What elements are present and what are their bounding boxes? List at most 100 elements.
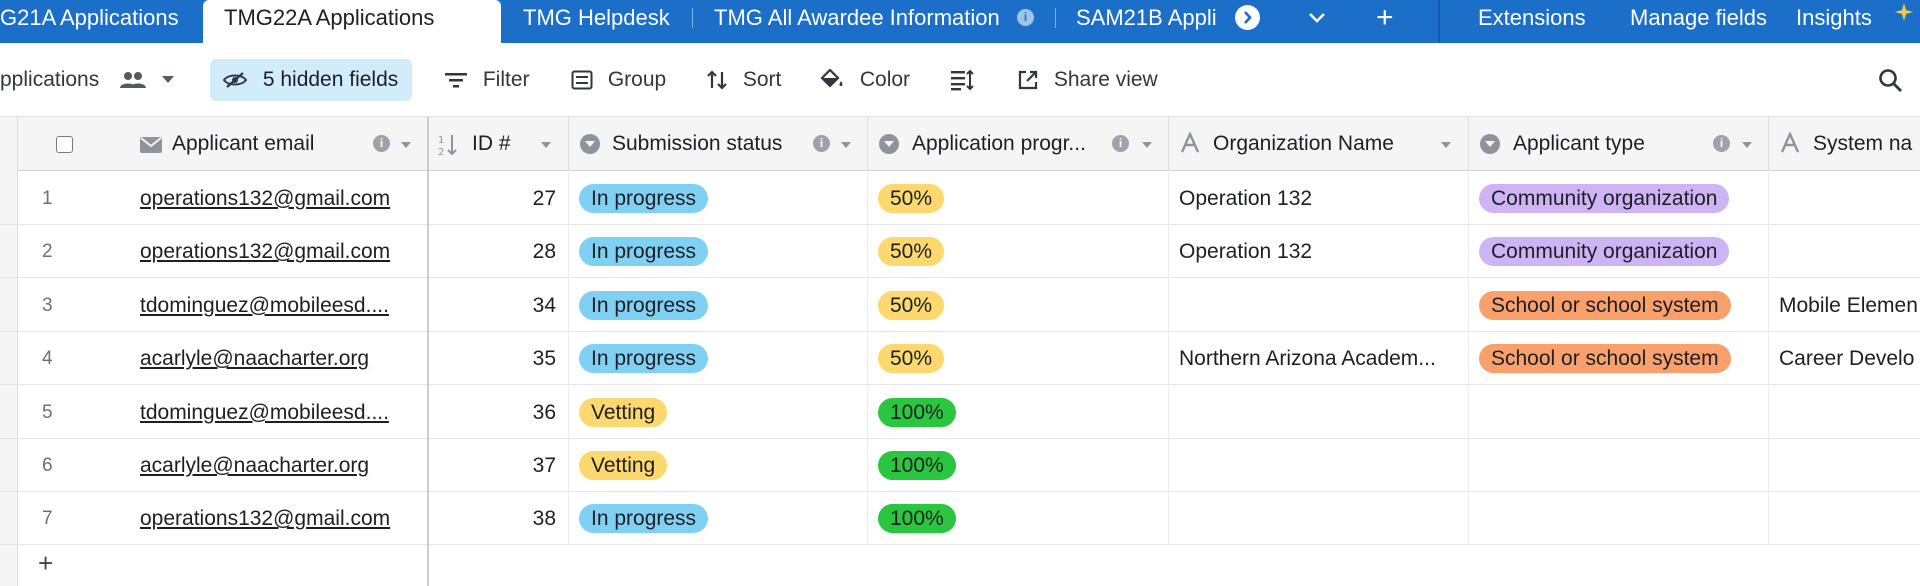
scroll-tabs-right-button[interactable] (1235, 5, 1260, 30)
tab-g21a-applications[interactable]: G21A Applications (0, 0, 200, 35)
applicant-email-link[interactable]: tdominguez@mobileesd.... (140, 293, 389, 317)
applicant-email-cell[interactable]: tdominguez@mobileesd.... (108, 278, 428, 332)
tab-tmg22a-applications[interactable]: TMG22A Applications (203, 0, 501, 43)
table-row[interactable]: 1 operations132@gmail.com 27 In progress 50%… (0, 172, 1920, 225)
id-cell[interactable]: 28 (428, 225, 569, 279)
applicant-email-link[interactable]: tdominguez@mobileesd.... (140, 400, 389, 424)
submission-status-cell[interactable]: In progress (569, 492, 868, 546)
application-progress-cell[interactable]: 50% (868, 172, 1169, 225)
frozen-column-divider[interactable] (427, 117, 429, 586)
caret-down-icon[interactable] (1742, 142, 1752, 148)
applicant-email-cell[interactable]: acarlyle@naacharter.org (108, 332, 428, 386)
info-icon[interactable]: i (1112, 135, 1129, 152)
applicant-email-cell[interactable]: operations132@gmail.com (108, 172, 428, 225)
id-cell[interactable]: 37 (428, 439, 569, 492)
caret-down-icon[interactable] (401, 142, 411, 148)
application-progress-cell[interactable]: 50% (868, 225, 1169, 279)
color-button[interactable]: Color (819, 59, 910, 101)
applicant-email-cell[interactable]: acarlyle@naacharter.org (108, 439, 428, 492)
table-row[interactable]: 5 tdominguez@mobileesd.... 36 Vetting 100% (0, 385, 1920, 439)
search-icon[interactable] (1878, 68, 1904, 94)
tab-tmg-all-awardee-information[interactable]: TMG All Awardee Information i (714, 0, 1044, 35)
application-progress-cell[interactable]: 100% (868, 492, 1169, 546)
id-cell[interactable]: 38 (428, 492, 569, 546)
applicant-type-cell[interactable]: Community organization (1469, 172, 1769, 225)
table-row[interactable]: 4 acarlyle@naacharter.org 35 In progress 50%… (0, 332, 1920, 386)
applicant-type-cell[interactable]: School or school system (1469, 278, 1769, 332)
applicant-email-link[interactable]: acarlyle@naacharter.org (140, 454, 370, 477)
table-row[interactable]: 7 operations132@gmail.com 38 In progress 100… (0, 492, 1920, 546)
applicant-email-link[interactable]: acarlyle@naacharter.org (140, 347, 370, 371)
applicant-email-link[interactable]: operations132@gmail.com (140, 187, 391, 210)
caret-down-icon[interactable] (541, 142, 551, 148)
applicant-type-cell[interactable] (1469, 492, 1769, 546)
caret-down-icon[interactable] (1142, 142, 1152, 148)
add-table-button[interactable]: + (1376, 1, 1394, 34)
organization-name-cell[interactable]: Operation 132 (1169, 225, 1469, 279)
applicant-email-cell[interactable]: operations132@gmail.com (108, 225, 428, 279)
column-header-application-progress[interactable]: Application progr... i (868, 117, 1169, 171)
row-height-button[interactable] (950, 59, 974, 101)
organization-name-cell[interactable] (1169, 439, 1469, 492)
column-header-submission-status[interactable]: Submission status i (569, 117, 868, 171)
info-icon[interactable]: i (373, 135, 390, 152)
select-all-checkbox[interactable] (56, 136, 73, 153)
table-row[interactable]: 2 operations132@gmail.com 28 In progress 50%… (0, 225, 1920, 279)
system-name-cell[interactable] (1769, 439, 1920, 492)
system-name-cell[interactable] (1769, 225, 1920, 278)
view-switcher[interactable]: pplications (0, 59, 174, 101)
sort-button[interactable]: Sort (706, 59, 781, 101)
tab-tmg-helpdesk[interactable]: TMG Helpdesk (521, 0, 681, 35)
chevron-down-icon[interactable] (1308, 12, 1326, 24)
applicant-email-link[interactable]: operations132@gmail.com (140, 240, 391, 264)
applicant-email-cell[interactable]: operations132@gmail.com (108, 492, 428, 546)
group-button[interactable]: Group (571, 59, 666, 101)
table-row[interactable]: 6 acarlyle@naacharter.org 37 Vetting 100% (0, 439, 1920, 492)
filter-button[interactable]: Filter (444, 59, 530, 101)
submission-status-cell[interactable]: In progress (569, 172, 868, 225)
applicant-email-link[interactable]: operations132@gmail.com (140, 507, 391, 531)
tab-sam21b-applications[interactable]: SAM21B Appli (1076, 0, 1216, 35)
submission-status-cell[interactable]: In progress (569, 278, 868, 332)
organization-name-cell[interactable] (1169, 385, 1469, 439)
application-progress-cell[interactable]: 100% (868, 385, 1169, 439)
system-name-cell[interactable] (1769, 492, 1920, 545)
id-cell[interactable]: 34 (428, 278, 569, 332)
application-progress-cell[interactable]: 50% (868, 332, 1169, 386)
column-header-organization-name[interactable]: Organization Name (1169, 117, 1469, 171)
column-header-system-name[interactable]: System na (1769, 117, 1920, 171)
extensions-button[interactable]: Extensions (1478, 5, 1586, 30)
column-header-applicant-email[interactable]: Applicant email i (18, 117, 428, 171)
caret-down-icon[interactable] (841, 142, 851, 148)
id-cell[interactable]: 36 (428, 385, 569, 439)
organization-name-cell[interactable]: Operation 132 (1169, 172, 1469, 225)
submission-status-cell[interactable]: In progress (569, 225, 868, 279)
system-name-cell[interactable] (1769, 386, 1920, 439)
applicant-type-cell[interactable]: School or school system (1469, 332, 1769, 386)
submission-status-cell[interactable]: Vetting (569, 439, 868, 492)
submission-status-cell[interactable]: Vetting (569, 385, 868, 439)
applicant-type-cell[interactable] (1469, 385, 1769, 439)
caret-down-icon[interactable] (1441, 142, 1451, 148)
info-icon[interactable]: i (813, 135, 830, 152)
applicant-type-cell[interactable]: Community organization (1469, 225, 1769, 279)
system-name-cell[interactable]: Mobile Elemen (1779, 293, 1918, 317)
insights-button[interactable]: Insights (1796, 5, 1872, 30)
submission-status-cell[interactable]: In progress (569, 332, 868, 386)
id-cell[interactable]: 35 (428, 332, 569, 386)
system-name-cell[interactable]: Career Develo (1779, 347, 1915, 371)
application-progress-cell[interactable]: 50% (868, 278, 1169, 332)
organization-name-cell[interactable]: Northern Arizona Academ... (1169, 332, 1469, 386)
applicant-type-cell[interactable] (1469, 439, 1769, 492)
info-icon[interactable]: i (1713, 135, 1730, 152)
manage-fields-button[interactable]: Manage fields (1630, 5, 1767, 30)
share-view-button[interactable]: Share view (1017, 59, 1158, 101)
application-progress-cell[interactable]: 100% (868, 439, 1169, 492)
table-row[interactable]: 3 tdominguez@mobileesd.... 34 In progress 50… (0, 278, 1920, 332)
applicant-email-cell[interactable]: tdominguez@mobileesd.... (108, 385, 428, 439)
organization-name-cell[interactable] (1169, 278, 1469, 332)
organization-name-cell[interactable] (1169, 492, 1469, 546)
hidden-fields-button[interactable]: 5 hidden fields (210, 59, 413, 101)
column-header-applicant-type[interactable]: Applicant type i (1469, 117, 1769, 171)
